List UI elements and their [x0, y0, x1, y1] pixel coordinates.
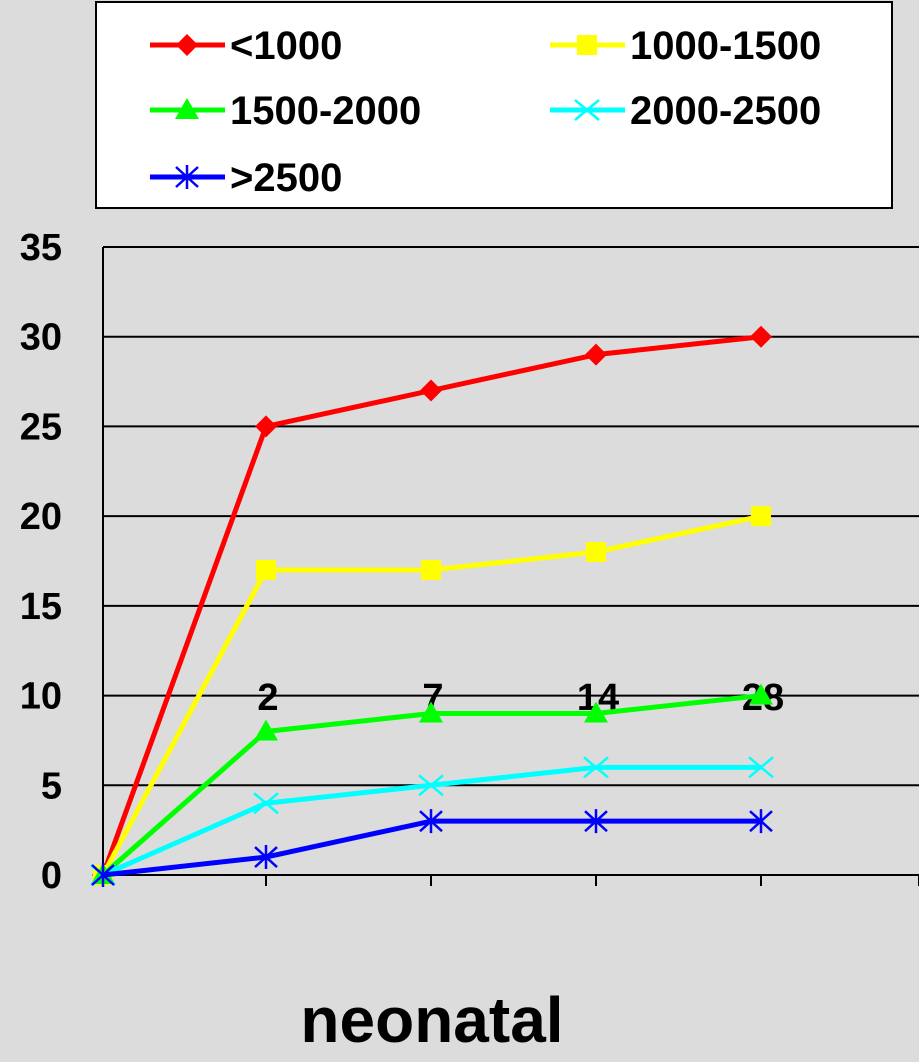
data-point [255, 415, 277, 438]
legend-swatch-marker [577, 35, 597, 55]
data-point [749, 809, 773, 834]
legend-swatch-marker [574, 99, 600, 121]
data-point [256, 559, 276, 580]
legend-entry: <1000 [150, 24, 342, 68]
data-point [750, 325, 772, 348]
y-tick-label: 5 [41, 765, 62, 807]
data-point [420, 379, 442, 402]
legend-entry: 1000-1500 [550, 24, 821, 68]
series-<1000 [92, 325, 772, 886]
gridlines [103, 246, 919, 787]
series->2500 [91, 809, 773, 887]
data-point [586, 542, 606, 563]
legend-box [95, 1, 893, 209]
legend-swatch-marker [175, 165, 199, 189]
data-point [584, 701, 608, 723]
legend-label: <1000 [230, 24, 342, 68]
series [90, 325, 774, 887]
legend-entry: >2500 [150, 156, 342, 200]
legend-entry: 1500-2000 [150, 89, 421, 133]
x-tick-label: 2 [257, 677, 278, 719]
data-point [418, 774, 444, 797]
data-point [421, 559, 441, 580]
y-tick-label: 20 [20, 496, 62, 538]
data-point [419, 701, 443, 723]
y-tick-label: 25 [20, 406, 62, 448]
legend-entry: 2000-2500 [550, 89, 821, 133]
data-point [91, 863, 115, 887]
legend-swatch-marker [176, 34, 198, 56]
data-point [253, 792, 279, 815]
data-point [751, 506, 771, 527]
y-tick-label: 30 [20, 317, 62, 359]
y-tick-label: 10 [20, 676, 62, 718]
data-point [584, 809, 608, 834]
legend-label: >2500 [230, 156, 342, 200]
data-point [585, 343, 607, 366]
data-point [254, 845, 278, 870]
data-point [254, 719, 278, 741]
data-point [748, 756, 774, 779]
legend-label: 1000-1500 [630, 24, 821, 68]
data-point [749, 683, 773, 705]
legend-label: 2000-2500 [630, 89, 821, 133]
legend: <1000 1000-1500 1500-2000 2000-2500 >2500 [150, 24, 821, 200]
data-point [419, 809, 443, 834]
x-axis-title: neonatal [300, 984, 563, 1056]
y-tick-label: 15 [20, 586, 62, 628]
legend-label: 1500-2000 [230, 89, 421, 133]
y-tick-labels: 0 5 10 15 20 25 30 35 [20, 227, 62, 897]
legend-swatch-marker [175, 98, 199, 119]
data-point [583, 756, 609, 779]
y-tick-label: 35 [20, 227, 62, 269]
y-tick-label: 0 [41, 855, 62, 897]
axes [102, 247, 919, 886]
